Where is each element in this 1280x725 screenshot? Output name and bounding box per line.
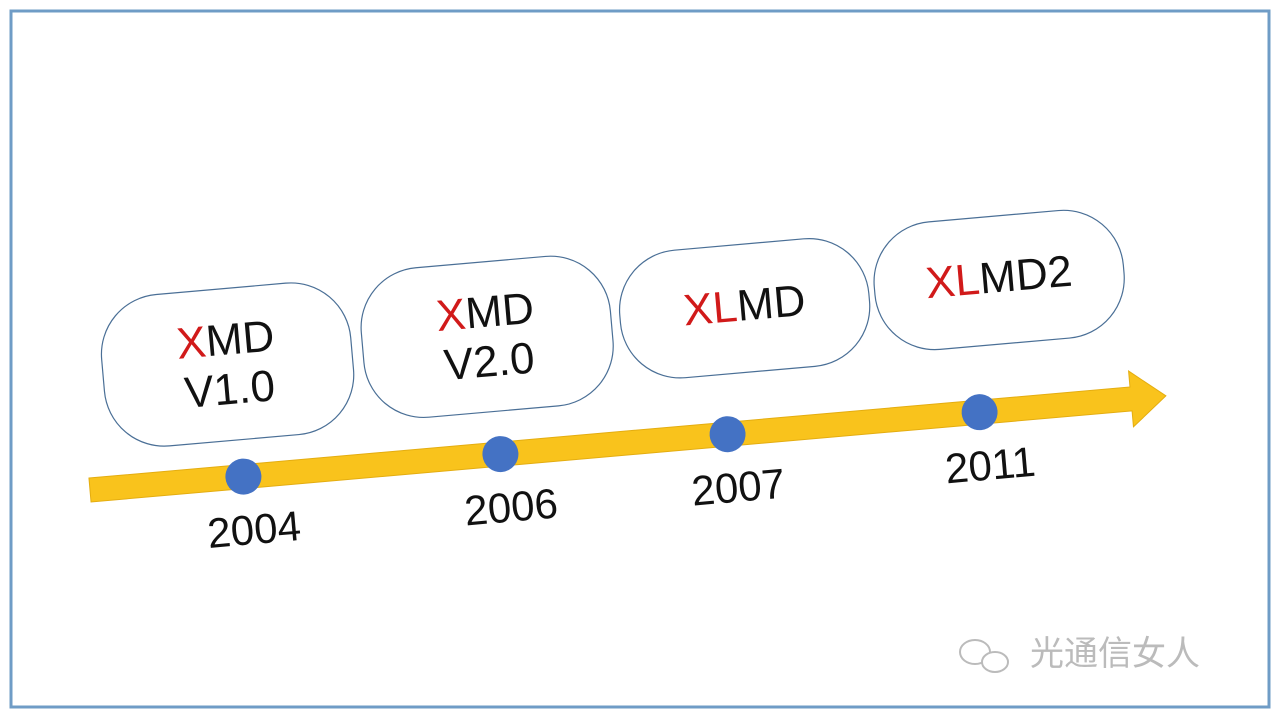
title-rest: MD	[204, 311, 276, 366]
milestone-version: V2.0	[442, 333, 536, 390]
arrow	[88, 370, 1167, 503]
milestone-box	[618, 238, 871, 379]
milestone-title: XLMD	[681, 276, 807, 335]
title-rest: MD	[463, 283, 535, 338]
milestone-title: XMD	[434, 283, 536, 340]
title-rest: MD	[735, 276, 807, 331]
milestone-title: XMD	[175, 311, 277, 368]
milestone-year: 2004	[205, 502, 302, 557]
watermark-text: 光通信女人	[1030, 635, 1200, 673]
milestone-year: 2011	[943, 438, 1037, 493]
title-rest: MD2	[977, 246, 1074, 303]
milestone-dot	[225, 458, 262, 495]
title-highlight: X	[434, 289, 468, 340]
milestone-dot	[709, 416, 746, 453]
title-highlight: X	[175, 317, 209, 368]
milestone-box	[873, 209, 1125, 351]
title-highlight: XL	[924, 254, 982, 308]
title-highlight: XL	[681, 282, 739, 336]
milestone-version: V1.0	[183, 361, 277, 418]
milestone-dot	[482, 436, 519, 473]
milestone-dot	[961, 394, 998, 431]
milestone-year: 2006	[462, 479, 559, 534]
milestone-title: XLMD2	[924, 246, 1074, 308]
milestone-year: 2007	[690, 460, 787, 515]
wechat-icon	[981, 651, 1009, 673]
milestone-box	[100, 282, 355, 447]
watermark: 光通信女人	[959, 635, 1200, 673]
milestone-box	[360, 255, 614, 419]
